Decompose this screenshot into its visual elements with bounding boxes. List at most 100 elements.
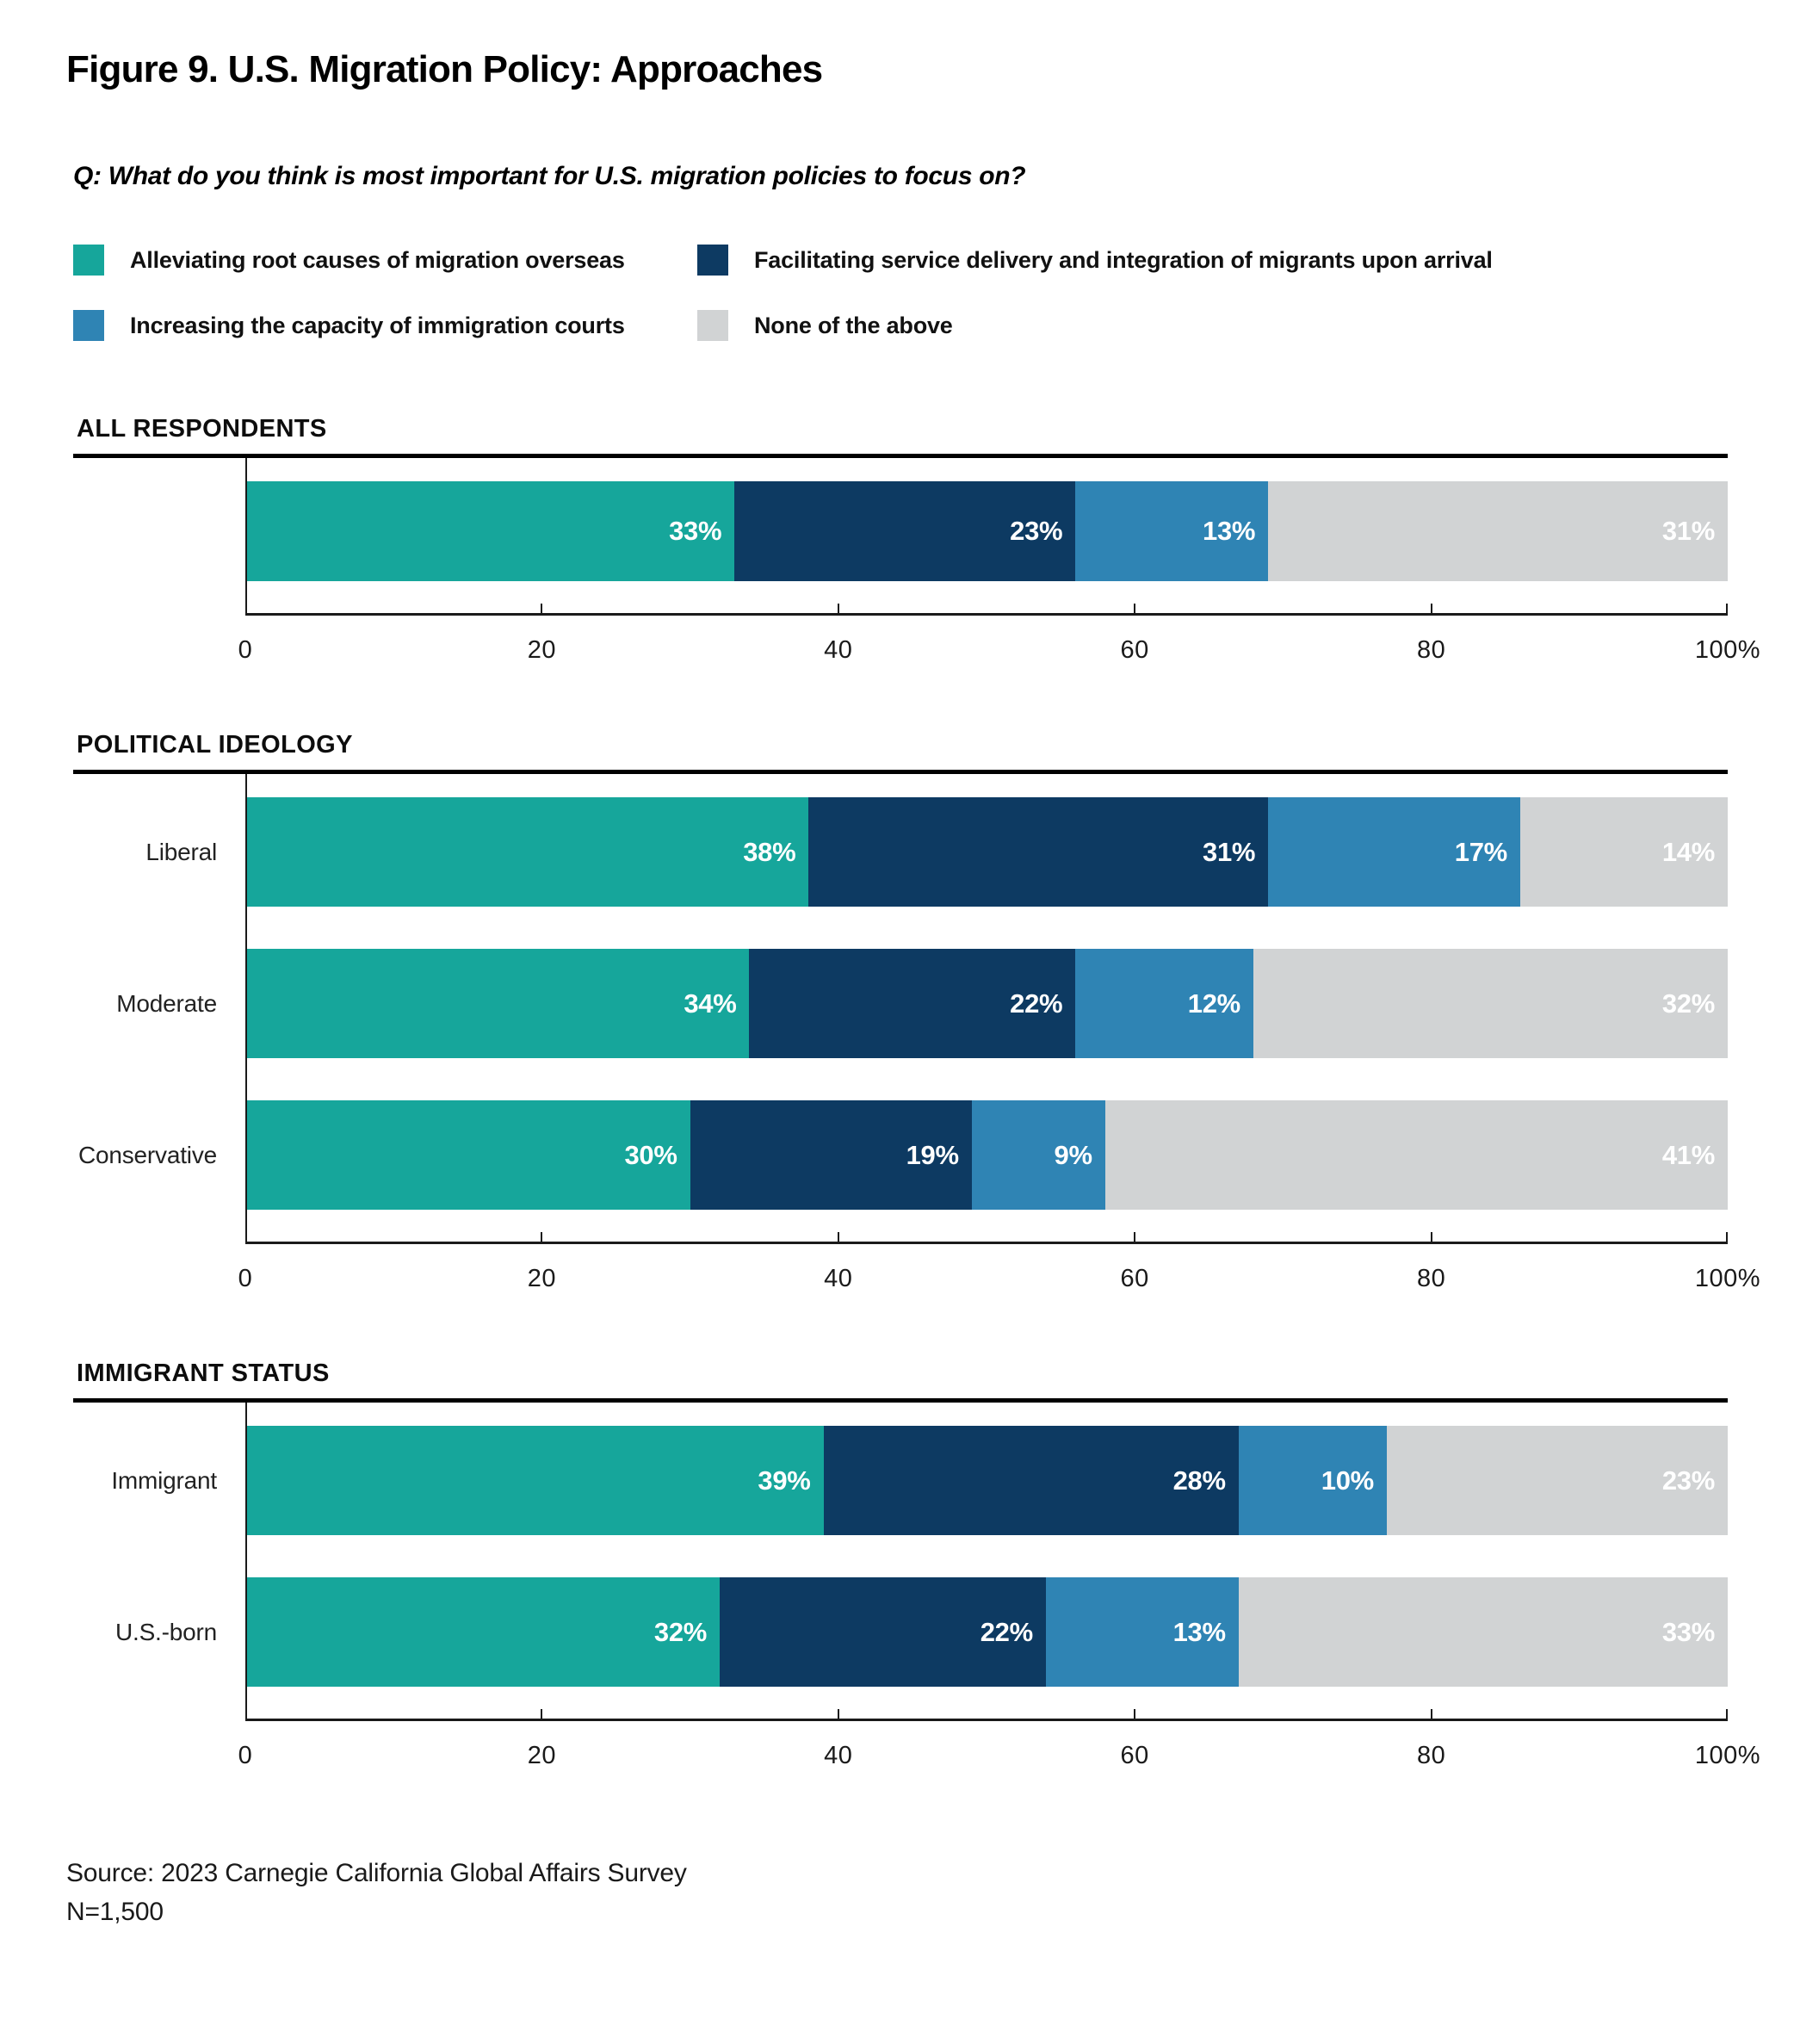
- bar-track: 39% 28% 10% 23%: [245, 1426, 1728, 1535]
- bar-value-label: 10%: [1321, 1465, 1374, 1496]
- bar-value-label: 33%: [1661, 1616, 1715, 1647]
- x-tick-label: 0: [238, 1265, 253, 1292]
- bar-value-label: 32%: [653, 1616, 708, 1647]
- bar-segment-root-causes: 33%: [245, 481, 735, 581]
- x-tick-label: 100%: [1694, 636, 1761, 664]
- x-axis-labels: 0 20 40 60 80 100%: [238, 1742, 1760, 1773]
- bar-rows: 33% 23% 13% 31%: [73, 458, 1728, 604]
- bar-rows: Immigrant 39% 28% 10% 23% U.S.-born 32% 22% 13% 3…: [73, 1403, 1728, 1709]
- x-tick-label: 40: [824, 1265, 853, 1292]
- x-tick-label: 80: [1416, 636, 1446, 664]
- x-tick-label: 0: [238, 636, 253, 664]
- bar-row: Immigrant 39% 28% 10% 23%: [73, 1426, 1728, 1535]
- legend-label-immigration-courts: Increasing the capacity of immigration c…: [130, 312, 625, 338]
- legend-swatch-service-delivery: [697, 245, 728, 276]
- bar-segment-none-of-above: 31%: [1268, 481, 1728, 581]
- legend: Alleviating root causes of migration ove…: [73, 245, 1728, 341]
- bar-segment-none-of-above: 41%: [1104, 1100, 1728, 1210]
- axis-tick: [541, 604, 543, 616]
- bar-track: 33% 23% 13% 31%: [245, 481, 1728, 581]
- row-label: [73, 481, 245, 581]
- section-rule: [73, 454, 1728, 458]
- bar-row: U.S.-born 32% 22% 13% 33%: [73, 1577, 1728, 1687]
- bar-value-label: 34%: [684, 988, 737, 1019]
- row-label: Immigrant: [111, 1466, 217, 1494]
- bar-segment-none-of-above: 14%: [1519, 797, 1728, 907]
- section-rule: [73, 770, 1728, 774]
- x-tick-label: 60: [1120, 636, 1149, 664]
- x-axis-labels: 0 20 40 60 80 100%: [238, 1265, 1760, 1296]
- legend-item-root-causes: Alleviating root causes of migration ove…: [73, 245, 697, 276]
- legend-item-service-delivery: Facilitating service delivery and integr…: [697, 245, 1728, 276]
- bar-segment-service-delivery: 19%: [690, 1100, 972, 1210]
- bar-value-label: 13%: [1203, 516, 1256, 546]
- x-tick-label: 0: [238, 1742, 253, 1769]
- row-label: U.S.-born: [114, 1618, 217, 1645]
- bar-value-label: 39%: [758, 1465, 811, 1496]
- bar-value-label: 30%: [624, 1139, 677, 1170]
- charts-container: ALL RESPONDENTS 33% 23% 13% 31% 0 20 40 60 80 100%…: [73, 415, 1760, 1773]
- chart-section: ALL RESPONDENTS 33% 23% 13% 31% 0 20 40 60 80 100%: [73, 415, 1760, 667]
- source-text: Source: 2023 Carnegie California Global …: [66, 1859, 687, 1887]
- bar-track: 38% 31% 17% 14%: [245, 797, 1728, 907]
- section-header: POLITICAL IDEOLOGY: [77, 731, 353, 759]
- y-axis-line: [245, 774, 247, 1244]
- bar-segment-root-causes: 39%: [245, 1426, 824, 1535]
- legend-label-root-causes: Alleviating root causes of migration ove…: [130, 246, 625, 273]
- bar-row: Conservative 30% 19% 9% 41%: [73, 1100, 1728, 1210]
- axis-tick: [1134, 1709, 1136, 1721]
- x-tick-label: 80: [1416, 1265, 1446, 1292]
- bar-track: 32% 22% 13% 33%: [245, 1577, 1728, 1687]
- bar-row: Liberal 38% 31% 17% 14%: [73, 797, 1728, 907]
- axis-tick: [837, 604, 839, 616]
- bar-value-label: 13%: [1172, 1616, 1226, 1647]
- bar-segment-none-of-above: 33%: [1238, 1577, 1728, 1687]
- survey-question: Q: What do you think is most important f…: [73, 162, 1026, 190]
- sample-size-text: N=1,500: [66, 1898, 164, 1926]
- bar-segment-immigration-courts: 9%: [971, 1100, 1105, 1210]
- chart-section: POLITICAL IDEOLOGY Liberal 38% 31% 17% 14% Mod…: [73, 731, 1760, 1296]
- axis-tick: [837, 1709, 839, 1721]
- bar-value-label: 12%: [1187, 988, 1240, 1019]
- plot-area: 33% 23% 13% 31%: [73, 458, 1728, 616]
- x-axis-line: [245, 604, 1728, 616]
- x-tick-label: 20: [527, 1265, 557, 1292]
- axis-tick: [837, 1232, 839, 1244]
- bar-value-label: 28%: [1172, 1465, 1226, 1496]
- section-rule: [73, 1398, 1728, 1403]
- axis-tick: [1134, 1232, 1136, 1244]
- bar-segment-immigration-courts: 10%: [1238, 1426, 1387, 1535]
- axis-tick: [1430, 1232, 1432, 1244]
- bar-row: Moderate 34% 22% 12% 32%: [73, 949, 1728, 1058]
- axis-tick: [1726, 1709, 1728, 1721]
- x-tick-label: 100%: [1694, 1742, 1761, 1769]
- plot-area: Immigrant 39% 28% 10% 23% U.S.-born 32% 22% 13% 3…: [73, 1403, 1728, 1721]
- legend-swatch-root-causes: [73, 245, 104, 276]
- y-axis-line: [245, 1403, 247, 1721]
- bar-segment-immigration-courts: 12%: [1075, 949, 1253, 1058]
- bar-rows: Liberal 38% 31% 17% 14% Moderate 34% 22% 12% 32% C…: [73, 774, 1728, 1232]
- bar-segment-service-delivery: 22%: [720, 1577, 1046, 1687]
- figure-title: Figure 9. U.S. Migration Policy: Approac…: [66, 48, 823, 90]
- x-tick-label: 60: [1120, 1742, 1149, 1769]
- bar-segment-root-causes: 30%: [245, 1100, 690, 1210]
- bar-segment-service-delivery: 23%: [734, 481, 1076, 581]
- axis-tick: [1134, 604, 1136, 616]
- legend-label-service-delivery: Facilitating service delivery and integr…: [754, 246, 1493, 273]
- bar-value-label: 41%: [1661, 1139, 1715, 1170]
- axis-tick: [1430, 604, 1432, 616]
- bar-value-label: 22%: [1010, 988, 1063, 1019]
- bar-value-label: 38%: [743, 836, 796, 867]
- axis-tick: [541, 1232, 543, 1244]
- row-label: Liberal: [145, 838, 217, 865]
- bar-value-label: 31%: [1203, 836, 1256, 867]
- source-block: Source: 2023 Carnegie California Global …: [66, 1854, 1728, 1931]
- bar-value-label: 19%: [906, 1139, 959, 1170]
- axis-tick: [1726, 1232, 1728, 1244]
- bar-segment-service-delivery: 22%: [749, 949, 1076, 1058]
- bar-segment-service-delivery: 28%: [823, 1426, 1239, 1535]
- bar-segment-immigration-courts: 13%: [1045, 1577, 1239, 1687]
- legend-swatch-immigration-courts: [73, 310, 104, 341]
- x-tick-label: 80: [1416, 1742, 1446, 1769]
